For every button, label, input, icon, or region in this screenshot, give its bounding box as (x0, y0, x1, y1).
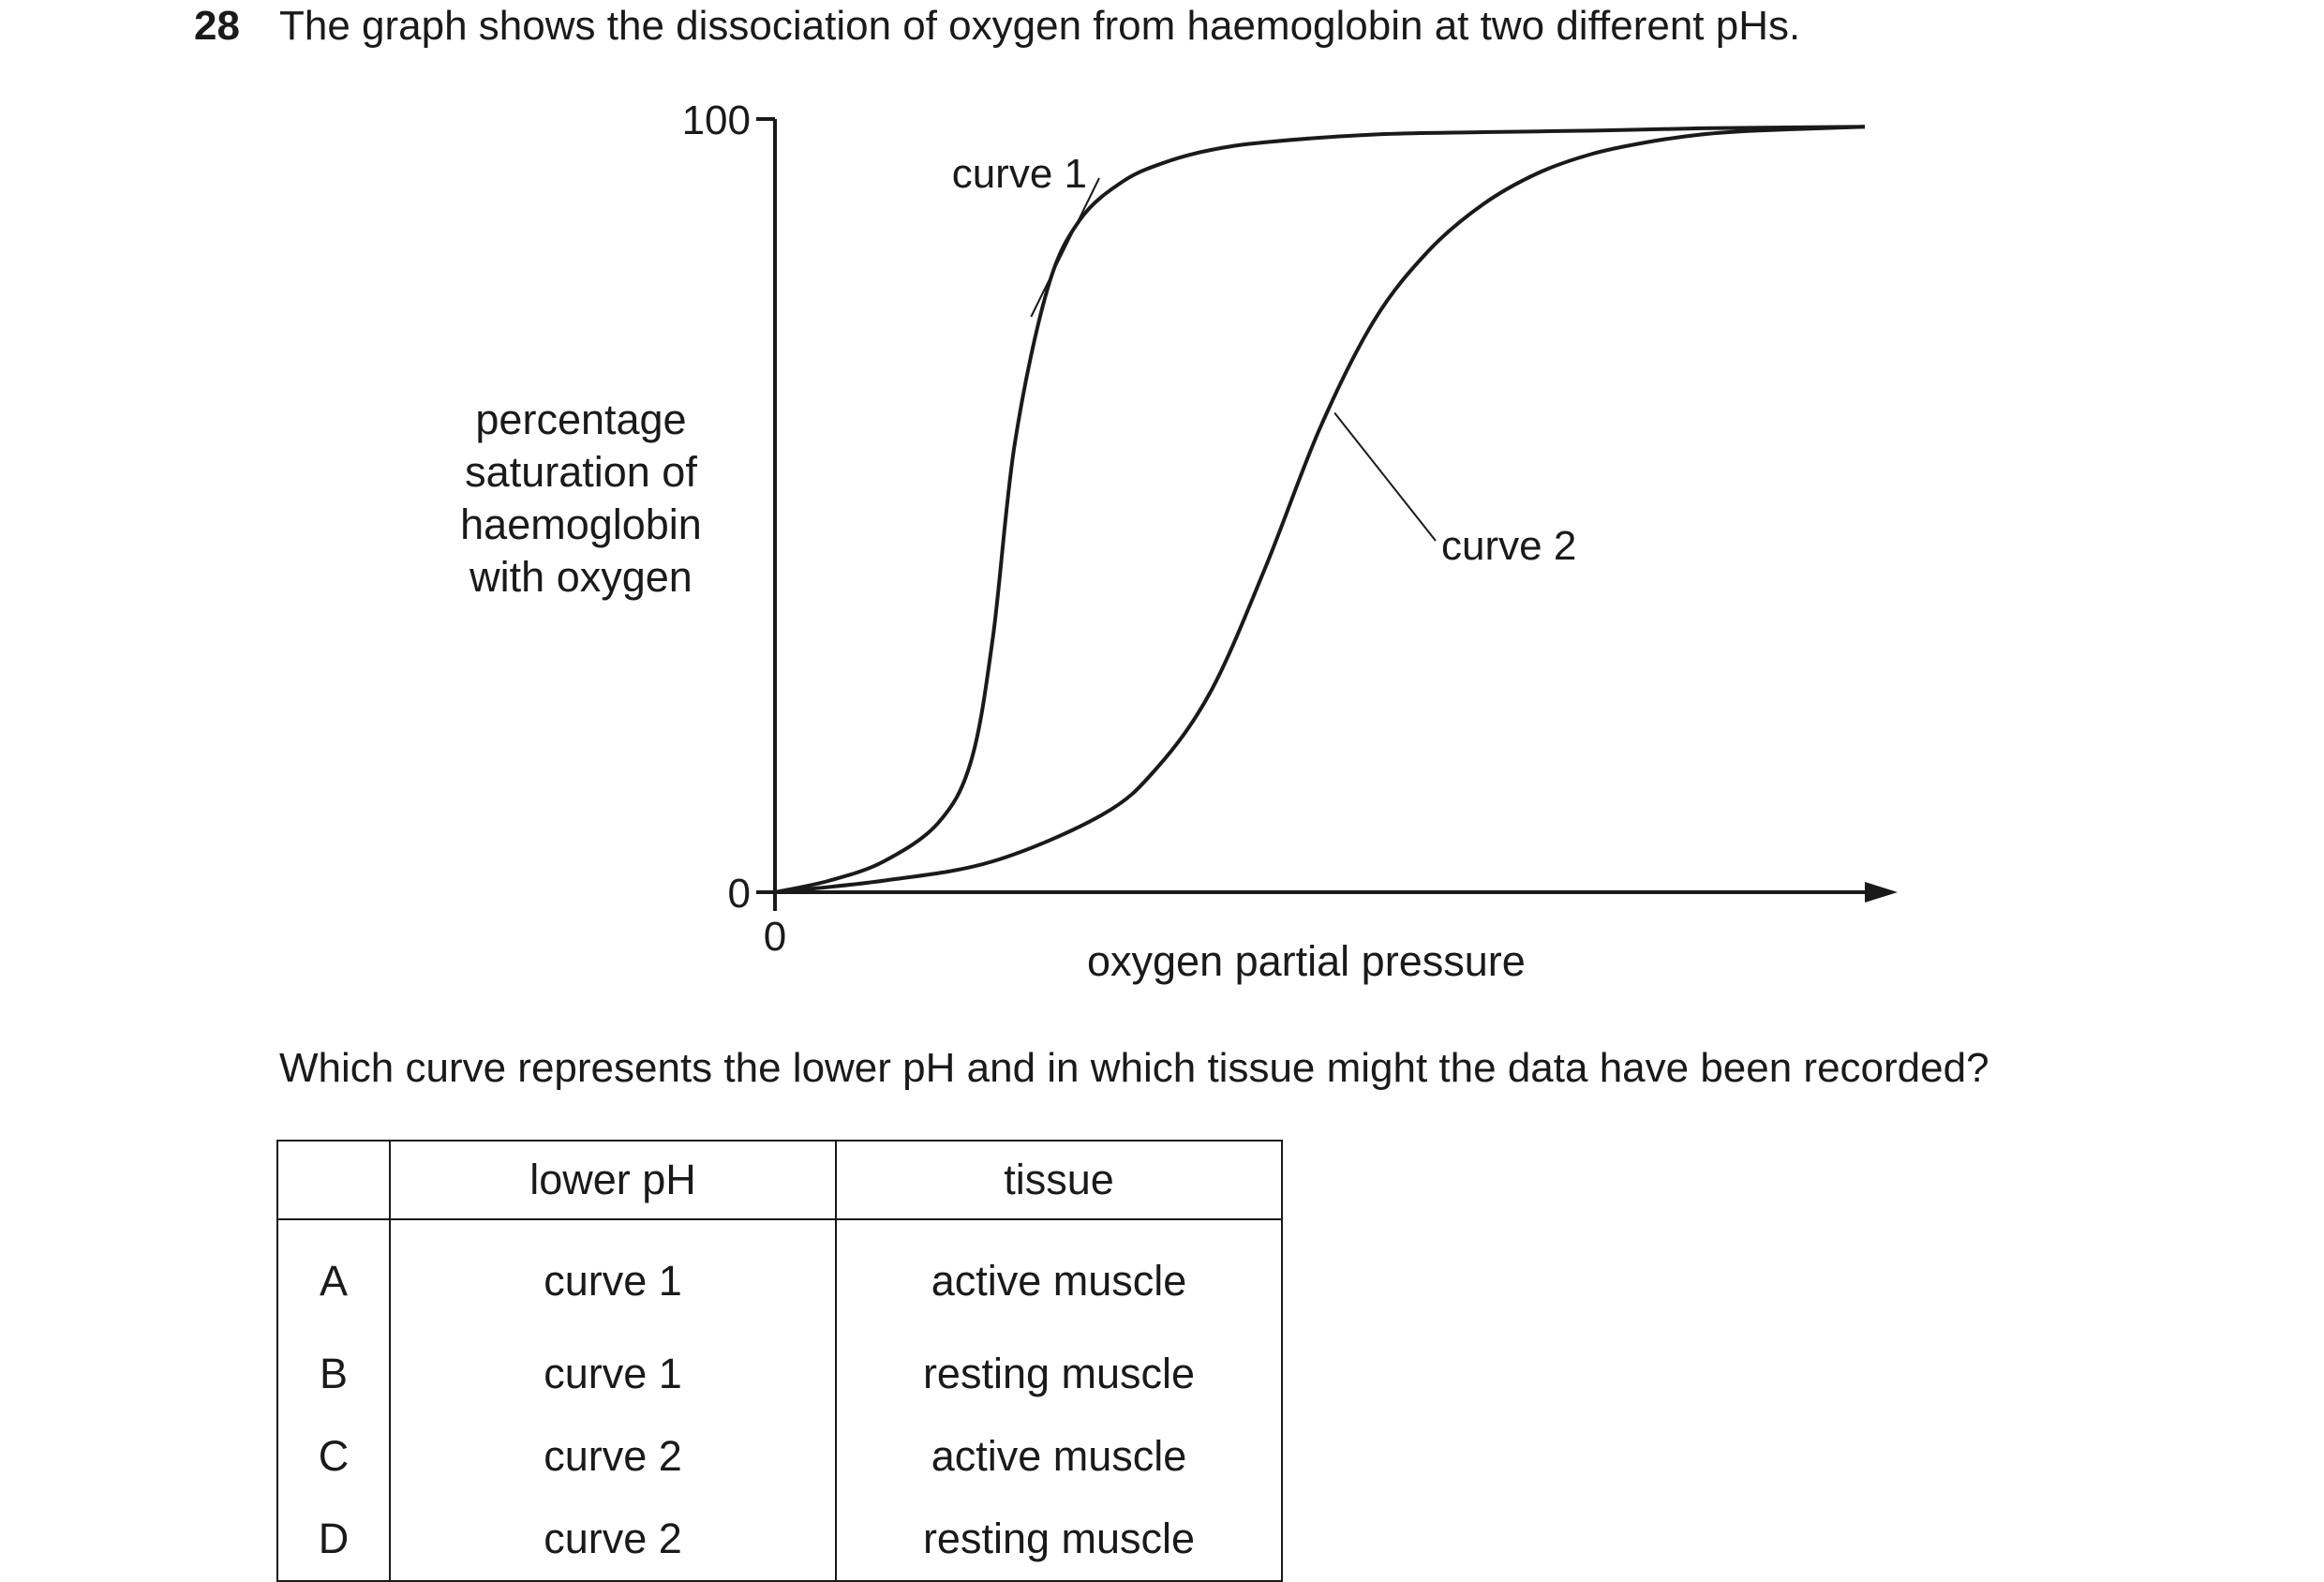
option-curve: curve 1 (389, 1219, 837, 1333)
table-header-row: lower pH tissue (276, 1140, 1283, 1220)
curve-1-leader-line (1030, 177, 1100, 318)
chart-ticks: 100 00 (682, 97, 787, 960)
y-axis-label: percentage saturation of haemoglobin wit… (412, 394, 750, 604)
option-letter: D (276, 1498, 391, 1582)
y-axis-label-line: haemoglobin (460, 500, 702, 548)
chart-curve-labels: curve 1 curve 2 (952, 151, 1577, 569)
table-row[interactable]: B curve 1 resting muscle (276, 1333, 1283, 1415)
series-line-1 (774, 125, 1866, 894)
table-row[interactable]: D curve 2 resting muscle (276, 1498, 1283, 1582)
x-axis-label: oxygen partial pressure (1087, 937, 1526, 985)
y-axis-label-line: saturation of (465, 448, 697, 496)
y-axis-label-line: percentage (475, 396, 687, 443)
curve-2-leader-line (1333, 411, 1437, 542)
y-axis-label-line: with oxygen (469, 553, 693, 601)
option-letter: B (276, 1333, 391, 1415)
y-tick-label: 0 (728, 871, 751, 917)
option-curve: curve 2 (389, 1498, 837, 1582)
chart-curves (774, 125, 1866, 894)
answer-options-table: lower pH tissue A curve 1 active muscle … (276, 1140, 1283, 1582)
option-curve: curve 2 (389, 1415, 837, 1498)
option-curve: curve 1 (389, 1333, 837, 1415)
question-prompt: Which curve represents the lower pH and … (279, 1045, 1989, 1091)
option-tissue: resting muscle (835, 1498, 1283, 1582)
option-letter: A (276, 1219, 391, 1333)
question-number: 28 (194, 3, 240, 49)
table-row[interactable]: C curve 2 active muscle (276, 1415, 1283, 1498)
option-letter: C (276, 1415, 391, 1498)
header-cell-tissue: tissue (835, 1140, 1283, 1220)
series-line-2 (774, 125, 1866, 894)
y-tick-label: 100 (682, 97, 751, 143)
curve-1-label: curve 1 (952, 151, 1087, 197)
chart-axes (756, 119, 1898, 911)
table-row[interactable]: A curve 1 active muscle (276, 1219, 1283, 1333)
option-tissue: active muscle (835, 1219, 1283, 1333)
curve-2-label: curve 2 (1441, 523, 1576, 569)
question-stem: The graph shows the dissociation of oxyg… (279, 3, 1801, 49)
option-tissue: active muscle (835, 1415, 1283, 1498)
option-tissue: resting muscle (835, 1333, 1283, 1415)
header-cell-lower-ph: lower pH (389, 1140, 837, 1220)
header-cell-letter (276, 1140, 391, 1220)
x-tick-label: 0 (764, 914, 786, 960)
x-axis-arrow-icon (1865, 882, 1898, 903)
